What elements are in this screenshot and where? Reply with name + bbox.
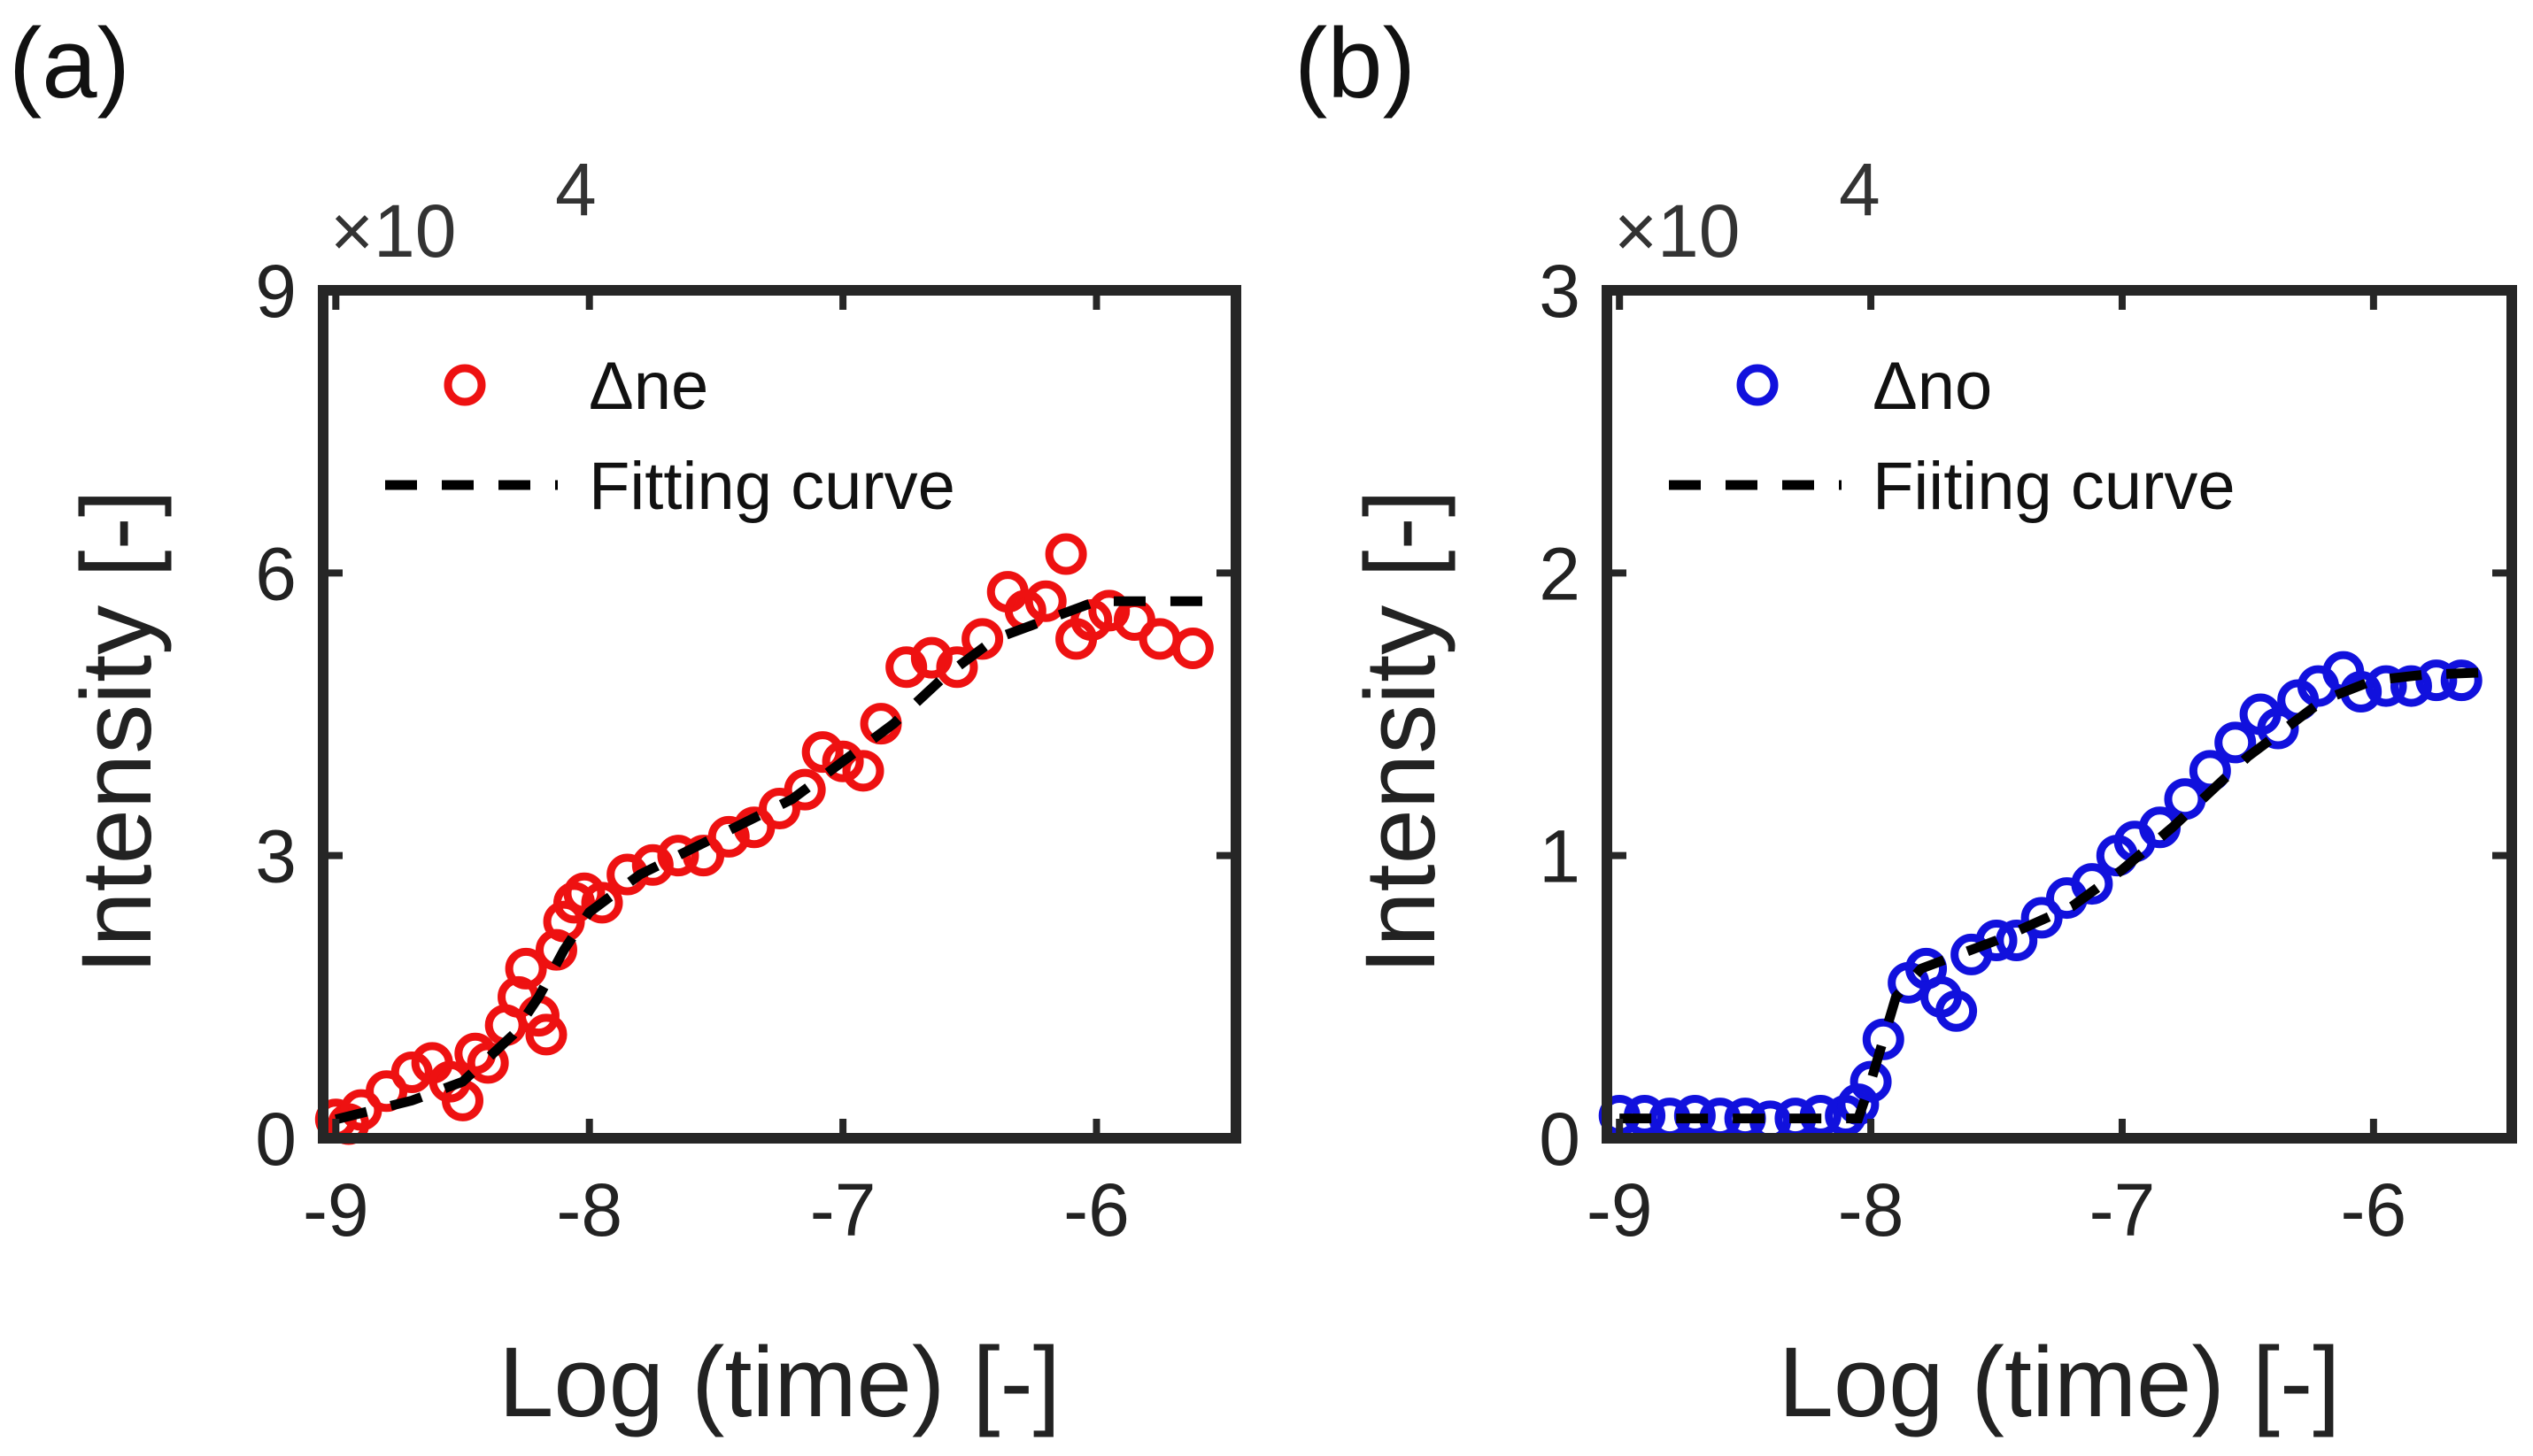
data-point (657, 835, 699, 877)
x-axis-label: Log (time) [-] (498, 1327, 1061, 1437)
legend-label: Δne (589, 349, 708, 424)
y-axis-label: Intensity [-] (1345, 489, 1456, 975)
y-multiplier: ×10 (1614, 189, 1741, 273)
data-point (467, 1042, 509, 1084)
panel-label: (b) (1294, 8, 1416, 119)
x-tick-label: -9 (1587, 1168, 1653, 1252)
data-point (2164, 778, 2206, 820)
data-point (910, 636, 953, 679)
fitting-curve-line (1619, 666, 2500, 1124)
legend-marker-icon (1736, 364, 1779, 406)
data-point (1935, 990, 1978, 1032)
fitting-curve-line (334, 596, 1224, 1125)
data-point (631, 844, 674, 886)
data-point (784, 768, 826, 811)
y-tick-label: 0 (255, 1098, 297, 1181)
data-point (1975, 919, 2018, 961)
y-tick-label: 6 (255, 532, 297, 615)
data-point (390, 1051, 433, 1093)
data-point (2365, 665, 2407, 707)
y-tick-label: 0 (1539, 1098, 1580, 1181)
y-tick-label: 3 (255, 815, 297, 898)
data-point (1024, 580, 1067, 622)
data-point (961, 618, 1004, 660)
data-point (885, 646, 928, 689)
data-point (2440, 659, 2483, 702)
axes-frame (1602, 285, 2517, 1144)
plot-area (1607, 290, 2512, 1138)
data-point (707, 815, 750, 858)
y-tick-label: 2 (1539, 532, 1580, 615)
legend-marker-icon (444, 364, 486, 406)
data-point (1088, 589, 1131, 632)
x-tick-label: -9 (303, 1168, 369, 1252)
x-tick-label: -8 (1838, 1168, 1904, 1252)
x-tick-label: -6 (1063, 1168, 1130, 1252)
axes-frame (318, 285, 1241, 1144)
panel-label: (a) (9, 8, 130, 119)
data-point (1045, 533, 1087, 575)
x-tick-label: -6 (2341, 1168, 2407, 1252)
x-tick-label: -7 (810, 1168, 877, 1252)
data-point (553, 882, 596, 924)
data-point (801, 731, 844, 774)
legend-label: Fitting curve (589, 449, 955, 524)
data-point (2390, 665, 2432, 707)
data-point (936, 646, 978, 689)
panel-a: -9 -8 -7 -6 0 3 6 9 ×10 4 Log (time) [-] Intensity … (9, 8, 1241, 1437)
y-multiplier: ×10 (330, 189, 457, 273)
x-axis-label: Log (time) [-] (1779, 1327, 2341, 1437)
panel-b: -9 -8 -7 -6 0 1 2 3 ×10 4 Log (time) [-] Intensity … (1294, 8, 2517, 1437)
y-tick-label: 9 (255, 250, 297, 333)
data-point (581, 882, 623, 924)
data-point (2214, 721, 2257, 764)
legend-label: Δno (1873, 349, 1992, 424)
x-tick-label: -8 (556, 1168, 622, 1252)
data-point (505, 947, 547, 990)
data-point (2020, 897, 2063, 939)
plot-area (323, 290, 1236, 1138)
y-axis-label: Intensity [-] (61, 489, 172, 975)
data-point (525, 1013, 568, 1056)
legend-label: Fiiting curve (1873, 449, 2236, 524)
data-point (842, 750, 884, 792)
y-tick-label: 1 (1539, 815, 1580, 898)
data-point (2415, 659, 2458, 702)
data-point (2071, 863, 2113, 905)
y-multiplier-exponent: 4 (555, 148, 597, 231)
y-multiplier-exponent: 4 (1839, 148, 1880, 231)
x-tick-label: -7 (2089, 1168, 2156, 1252)
data-point (822, 740, 864, 782)
data-point (2257, 707, 2299, 750)
y-tick-label: 3 (1539, 250, 1580, 333)
data-point (1171, 627, 1214, 669)
data-point (1996, 919, 2038, 961)
